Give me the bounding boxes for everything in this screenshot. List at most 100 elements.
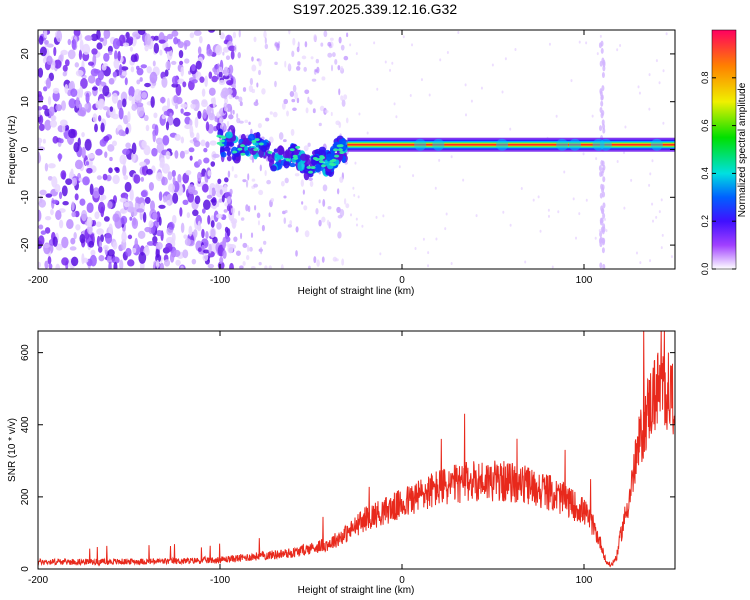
x-tick-label: 100 <box>576 275 593 286</box>
noise-blob <box>226 155 232 162</box>
scatter-blob <box>308 265 311 269</box>
scatter-blob <box>504 57 507 61</box>
noise-blob <box>136 67 144 76</box>
scatter-blob <box>230 106 233 115</box>
noise-blob <box>40 230 47 235</box>
scatter-blob <box>339 176 344 183</box>
scatter-blob <box>330 111 333 117</box>
noise-blob <box>85 161 90 166</box>
noise-blob <box>207 263 215 269</box>
scatter-blob <box>240 232 243 240</box>
noise-blob <box>112 174 120 185</box>
ridge-core-blob <box>310 166 316 170</box>
noise-blob <box>118 129 125 137</box>
noise-blob <box>81 131 85 138</box>
noise-blob <box>197 220 201 231</box>
scatter-blob <box>311 78 317 82</box>
scatter-blob <box>355 52 358 56</box>
scatter-blob <box>343 94 348 100</box>
noise-blob <box>169 252 175 263</box>
noise-blob <box>139 161 147 167</box>
noise-blob <box>82 176 90 186</box>
carrier-line-band <box>347 143 675 146</box>
scatter-blob <box>261 224 265 232</box>
noise-blob <box>66 218 74 230</box>
noise-blob <box>161 76 168 88</box>
scatter-blob <box>393 102 396 106</box>
scatter-blob <box>324 109 329 113</box>
scatter-blob <box>322 199 326 207</box>
noise-blob <box>172 176 176 185</box>
scatter-blob <box>304 89 310 95</box>
scatter-blob <box>337 64 341 71</box>
scatter-blob <box>264 170 267 177</box>
noise-blob <box>67 38 72 46</box>
ridge-blob <box>330 146 336 154</box>
noise-blob <box>127 234 133 240</box>
noise-blob <box>155 241 163 250</box>
scatter-blob <box>254 205 257 211</box>
scatter-blob <box>296 97 300 104</box>
noise-blob <box>46 55 53 66</box>
scatter-blob <box>470 99 473 103</box>
noise-blob <box>113 58 120 69</box>
scatter-blob <box>248 121 251 126</box>
scatter-blob <box>434 186 437 190</box>
noise-blob <box>184 58 190 64</box>
scatter-blob <box>237 52 241 59</box>
scatter-blob <box>305 107 309 114</box>
scatter-blob <box>313 256 317 264</box>
scatter-blob <box>228 94 233 100</box>
noise-blob <box>136 102 144 108</box>
scatter-blob <box>227 195 232 204</box>
streak-blob <box>601 207 605 214</box>
noise-blob <box>95 148 103 156</box>
noise-blob <box>58 138 64 144</box>
noise-blob <box>100 122 105 133</box>
scatter-blob <box>234 95 240 100</box>
noise-blob <box>131 151 136 163</box>
noise-blob <box>203 199 211 211</box>
noise-blob <box>154 124 159 136</box>
spectrogram-y-ticks: -20 -10 0 10 20 <box>20 48 675 252</box>
scatter-blob <box>585 41 588 45</box>
ridge-core-blob <box>254 138 260 142</box>
scatter-blob <box>248 247 251 252</box>
noise-blob <box>99 37 104 42</box>
scatter-blob <box>623 206 626 210</box>
noise-blob <box>54 184 61 193</box>
scatter-blob <box>280 180 285 187</box>
noise-blob <box>230 50 235 60</box>
noise-blob <box>86 202 94 214</box>
noise-blob <box>123 201 130 208</box>
scatter-blob <box>502 210 505 214</box>
noise-blob <box>224 177 229 183</box>
noise-blob <box>86 216 93 228</box>
scatter-blob <box>303 66 307 72</box>
carrier-bump <box>432 138 445 151</box>
noise-blob <box>79 86 84 98</box>
scatter-blob <box>239 265 244 269</box>
scatter-blob <box>292 107 297 112</box>
noise-blob <box>92 113 98 123</box>
scatter-blob <box>272 111 278 118</box>
noise-blob <box>95 100 101 109</box>
noise-blob <box>135 196 140 204</box>
noise-blob <box>118 107 124 120</box>
noise-blob <box>119 64 123 76</box>
scatter-blob <box>229 188 233 195</box>
noise-blob <box>119 154 127 165</box>
noise-blob <box>122 164 127 177</box>
scatter-blob <box>264 37 267 45</box>
noise-blob <box>38 261 42 269</box>
scatter-blob <box>475 214 478 218</box>
noise-blob <box>152 236 158 243</box>
noise-blob <box>162 135 170 146</box>
ridge-core-blob <box>337 148 343 152</box>
ridge-core-blob <box>318 160 324 164</box>
scatter-blob <box>253 101 259 107</box>
noise-blob <box>176 96 183 105</box>
noise-blob <box>155 253 162 263</box>
scatter-blob <box>232 109 235 115</box>
noise-blob <box>184 42 188 51</box>
